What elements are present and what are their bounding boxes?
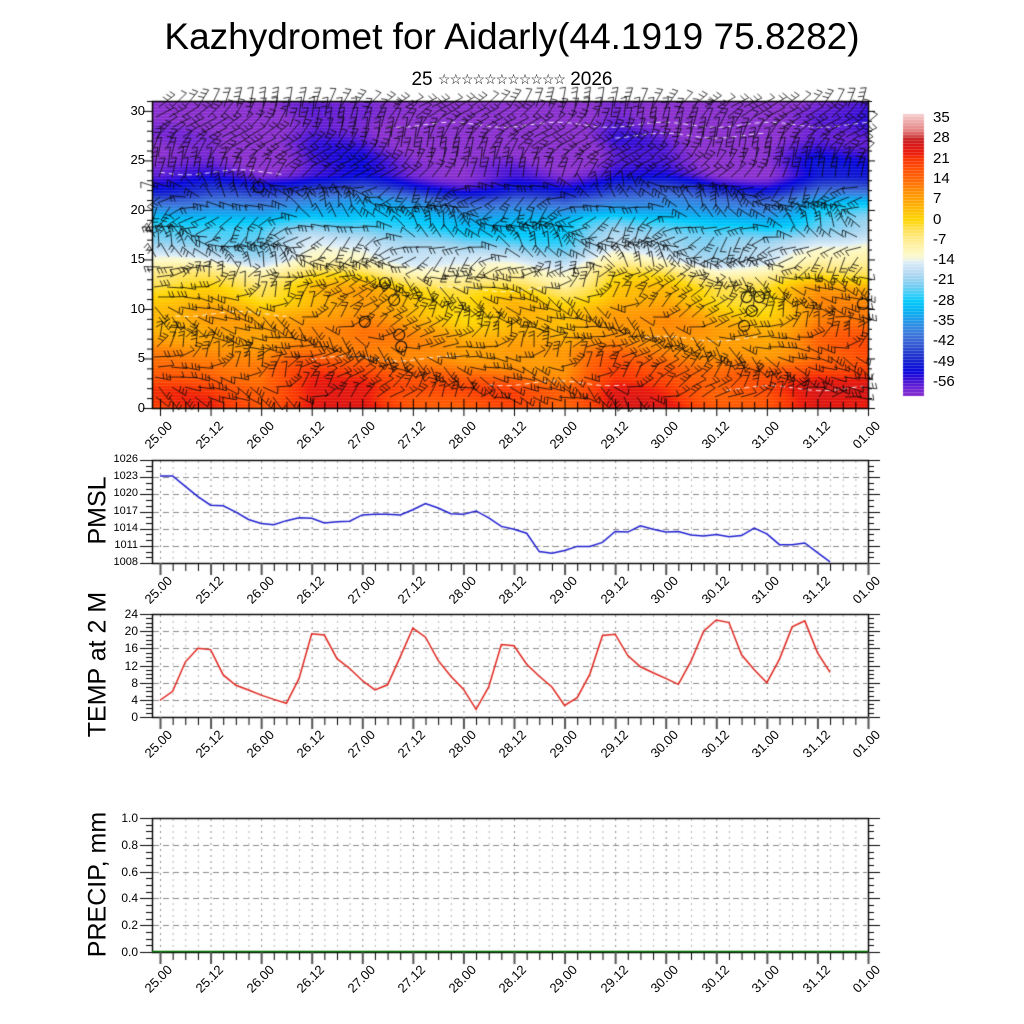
colorbar-tick-label: 35 xyxy=(933,109,950,127)
y-tick-label: 1023 xyxy=(113,470,138,483)
y-tick-label: 25 xyxy=(130,152,145,168)
colorbar-tick-label: -28 xyxy=(933,291,955,309)
y-tick-label: 20 xyxy=(124,624,138,639)
y-tick-label: 24 xyxy=(124,607,138,621)
y-tick-label: 1008 xyxy=(113,556,138,568)
y-tick-label: 0.8 xyxy=(121,837,138,852)
y-tick-label: 1017 xyxy=(113,504,138,517)
y-tick-label: 15 xyxy=(130,251,145,267)
y-tick-label: 0.6 xyxy=(121,864,138,879)
y-tick-label: 0.0 xyxy=(121,945,138,959)
y-tick-label: 4 xyxy=(131,692,138,707)
y-tick-label: 0 xyxy=(137,400,145,415)
precip-axis-title: PRECIP, mm xyxy=(83,811,112,958)
page-title: Kazhydromet for Aidarly(44.1919 75.8282) xyxy=(164,16,860,57)
y-tick-label: 1020 xyxy=(113,487,138,500)
colorbar-tick-label: -42 xyxy=(933,332,955,350)
pmsl-panel xyxy=(152,460,868,563)
colorbar-tick-label: 7 xyxy=(933,190,942,208)
y-tick-label: 8 xyxy=(131,675,138,690)
cross-section-panel xyxy=(152,101,868,408)
date-year: 2026 xyxy=(570,69,613,90)
y-tick-label: 5 xyxy=(137,350,145,366)
temp-axis-title: TEMP at 2 M xyxy=(83,591,112,738)
colorbar-tick-label: 28 xyxy=(933,129,950,147)
colorbar-tick-label: -21 xyxy=(933,271,955,289)
y-tick-label: 20 xyxy=(130,201,145,217)
y-tick-label: 10 xyxy=(130,300,145,316)
colorbar-tick-label: 21 xyxy=(933,149,950,167)
y-tick-label: 1011 xyxy=(114,538,138,551)
y-tick-label: 30 xyxy=(130,102,145,118)
y-tick-label: 12 xyxy=(124,658,138,673)
y-tick-label: 1014 xyxy=(113,521,138,534)
date-month-stars: ☆☆☆☆☆☆☆☆☆☆☆ xyxy=(437,71,566,87)
y-tick-label: 0.2 xyxy=(121,918,138,933)
y-tick-label: 0 xyxy=(131,710,138,724)
colorbar-tick-label: -14 xyxy=(933,251,955,269)
colorbar-tick-label: -7 xyxy=(933,230,947,248)
colorbar-tick-label: 14 xyxy=(933,169,950,187)
y-tick-label: 0.4 xyxy=(121,891,138,906)
colorbar-tick-label: -35 xyxy=(933,312,955,330)
colorbar-tick-label: 0 xyxy=(933,210,942,228)
colorbar xyxy=(903,114,925,395)
y-tick-label: 16 xyxy=(124,641,138,656)
colorbar-tick-label: -49 xyxy=(933,352,955,370)
date-subtitle: 25 ☆☆☆☆☆☆☆☆☆☆☆ 2026 xyxy=(2,69,1022,91)
temp-panel xyxy=(152,614,868,717)
precip-panel xyxy=(152,818,868,952)
y-tick-label: 1026 xyxy=(113,453,138,465)
colorbar-tick-label: -56 xyxy=(933,372,955,390)
date-day: 25 xyxy=(411,69,433,90)
y-tick-label: 1.0 xyxy=(121,811,138,825)
